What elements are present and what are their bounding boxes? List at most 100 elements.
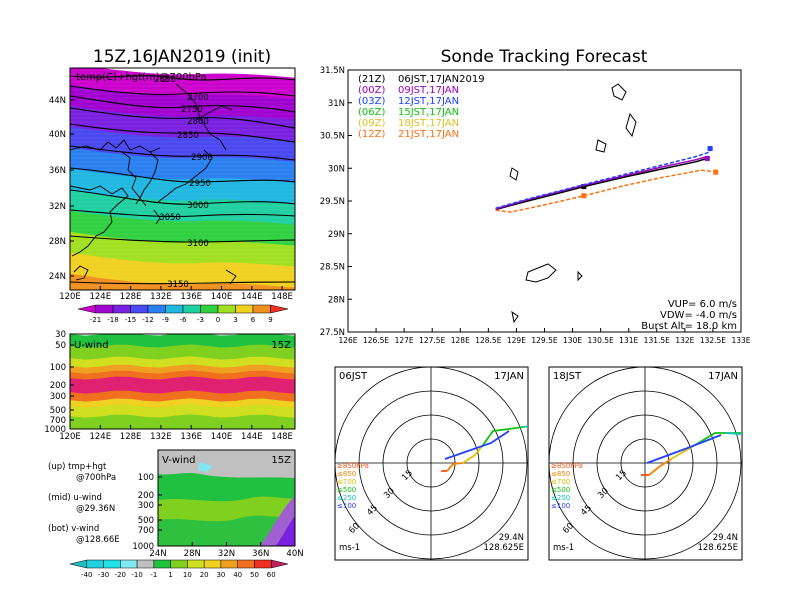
lon-tick-label: 128.5E xyxy=(475,336,501,345)
pressure-level-key: ≤850 xyxy=(337,470,356,478)
hodograph-lat: 29.4N xyxy=(713,533,738,543)
u-wind-band xyxy=(70,404,295,418)
lon-tick-label: 124E xyxy=(89,292,111,302)
u-wind-band xyxy=(70,376,295,394)
track-end-point xyxy=(713,169,719,175)
u-wind-time: 15Z xyxy=(271,340,291,351)
legend-tag: (03Z) xyxy=(358,96,385,107)
p-tick-label: 200 xyxy=(138,491,154,501)
lat-tick-label: 32N xyxy=(218,549,235,559)
lon-tick-label: 132E xyxy=(150,432,172,442)
v-wind-field xyxy=(158,450,295,546)
colorbar-label: 6 xyxy=(251,316,256,324)
note-up-b: @700hPa xyxy=(76,473,116,483)
vup-readout: VUP= 6.0 m/s xyxy=(668,299,737,310)
hodograph-trace xyxy=(444,430,510,460)
colorbar-swatch xyxy=(220,559,238,569)
colorbar-swatch xyxy=(235,304,254,314)
colorbar-swatch xyxy=(200,304,219,314)
note-up-a: (up) tmp+hgt xyxy=(48,462,107,472)
lat-tick-label: 29.5N xyxy=(320,197,345,207)
hodograph-lon: 128.625E xyxy=(483,543,524,553)
colorbar-label: 0 xyxy=(216,316,220,324)
contour-label: 3150 xyxy=(167,280,189,290)
legend-tag: (09Z) xyxy=(358,118,385,129)
lon-tick-label: 130E xyxy=(563,336,582,345)
pressure-level-key: ≤500 xyxy=(337,486,356,494)
pressure-level-key: ≥850hPa xyxy=(551,462,583,470)
lat-tick-label: 32N xyxy=(49,202,66,212)
pressure-level-key: ≤700 xyxy=(337,478,356,486)
hodograph-time: 18JST xyxy=(553,371,582,382)
pressure-level-key: ≤250 xyxy=(551,494,570,502)
colorbar-swatch xyxy=(237,559,255,569)
lon-tick-label: 127E xyxy=(395,336,414,345)
legend-tag: (06Z) xyxy=(358,107,385,118)
lat-tick-label: 40N xyxy=(49,130,66,140)
pressure-level-key: ≤100 xyxy=(337,502,356,510)
temperature-colorbar: -21 -18 -15 -12 -9 -6 -3 0 3 6 9 xyxy=(77,304,289,324)
lon-tick-label: 127.5E xyxy=(419,336,445,345)
hodograph-trace xyxy=(648,458,672,476)
lon-tick-label: 148E xyxy=(271,432,293,442)
p-tick-label: 100 xyxy=(138,473,154,483)
colorbar-swatch xyxy=(136,559,155,569)
lat-tick-label: 24N xyxy=(149,549,166,559)
contour-label: 3100 xyxy=(187,239,209,249)
panel-notes: (up) tmp+hgt @700hPa (mid) u-wind @29.36… xyxy=(48,462,120,545)
v-wind-time: 15Z xyxy=(271,455,291,466)
note-bot-b: @128.66E xyxy=(76,535,120,545)
p-tick-label: 100 xyxy=(50,363,66,373)
colorbar-swatch xyxy=(270,559,289,569)
contour-label: 2800 xyxy=(187,117,209,127)
legend-text: 15JST,17JAN xyxy=(398,107,459,118)
colorbar-label: 3 xyxy=(233,316,237,324)
hodograph-frame xyxy=(548,366,743,561)
colorbar-swatch xyxy=(217,304,236,314)
u-wind-frame xyxy=(69,333,296,430)
p-tick-label: 1000 xyxy=(44,425,66,435)
lon-tick-label: 140E xyxy=(211,292,233,302)
p-tick-label: 500 xyxy=(50,406,66,416)
hodograph-lat: 29.4N xyxy=(499,533,524,543)
height-contour-labels: 2650 2700 2750 2800 2850 2900 2950 3000 … xyxy=(154,75,213,290)
hodograph-trace xyxy=(724,432,742,436)
lat-tick-label: 28N xyxy=(49,237,66,247)
p-tick-label: 1000 xyxy=(132,542,154,552)
lon-tick-label: 120E xyxy=(59,292,81,302)
legend-text: 06JST,17JAN2019 xyxy=(398,74,485,85)
p-tick-label: 700 xyxy=(50,416,66,426)
lon-tick-label: 131E xyxy=(619,336,638,345)
burst-readout: Burst Alt= 18.0 km xyxy=(641,321,737,332)
tracking-title: Sonde Tracking Forecast xyxy=(441,47,648,67)
lon-tick-label: 129E xyxy=(507,336,526,345)
hodograph-frame xyxy=(334,366,529,561)
colorbar-swatch xyxy=(270,304,289,314)
colorbar-swatch xyxy=(120,559,138,569)
colorbar-swatch xyxy=(77,304,96,314)
track-line xyxy=(495,151,711,209)
tracking-series xyxy=(495,146,719,213)
v-wind-label: V-wind xyxy=(162,455,196,466)
vdw-readout: VDW= -4.0 m/s xyxy=(660,310,737,321)
contour-label: 3050 xyxy=(159,213,181,223)
colorbar-label: 9 xyxy=(268,316,272,324)
colorbar-label: -1 xyxy=(150,571,157,579)
colorbar-label: 40 xyxy=(233,571,242,579)
temperature-band xyxy=(70,273,295,290)
map-lon-ticks: 120E 124E 128E 132E 136E 140E 144E 148E xyxy=(59,286,293,302)
lon-tick-label: 144E xyxy=(241,292,263,302)
lat-tick-label: 31.5N xyxy=(320,66,345,76)
lon-tick-label: 128E xyxy=(451,336,470,345)
colorbar-swatch xyxy=(170,559,188,569)
hodograph-date: 17JAN xyxy=(494,371,524,382)
colorbar-swatch xyxy=(254,559,272,569)
colorbar-label: -3 xyxy=(197,316,204,324)
colorbar-label: 50 xyxy=(250,571,259,579)
pressure-level-key: ≤700 xyxy=(551,478,570,486)
wind-colorbar: -40 -30 -20 -10 -1 1 10 20 30 40 50 60 xyxy=(69,559,289,579)
